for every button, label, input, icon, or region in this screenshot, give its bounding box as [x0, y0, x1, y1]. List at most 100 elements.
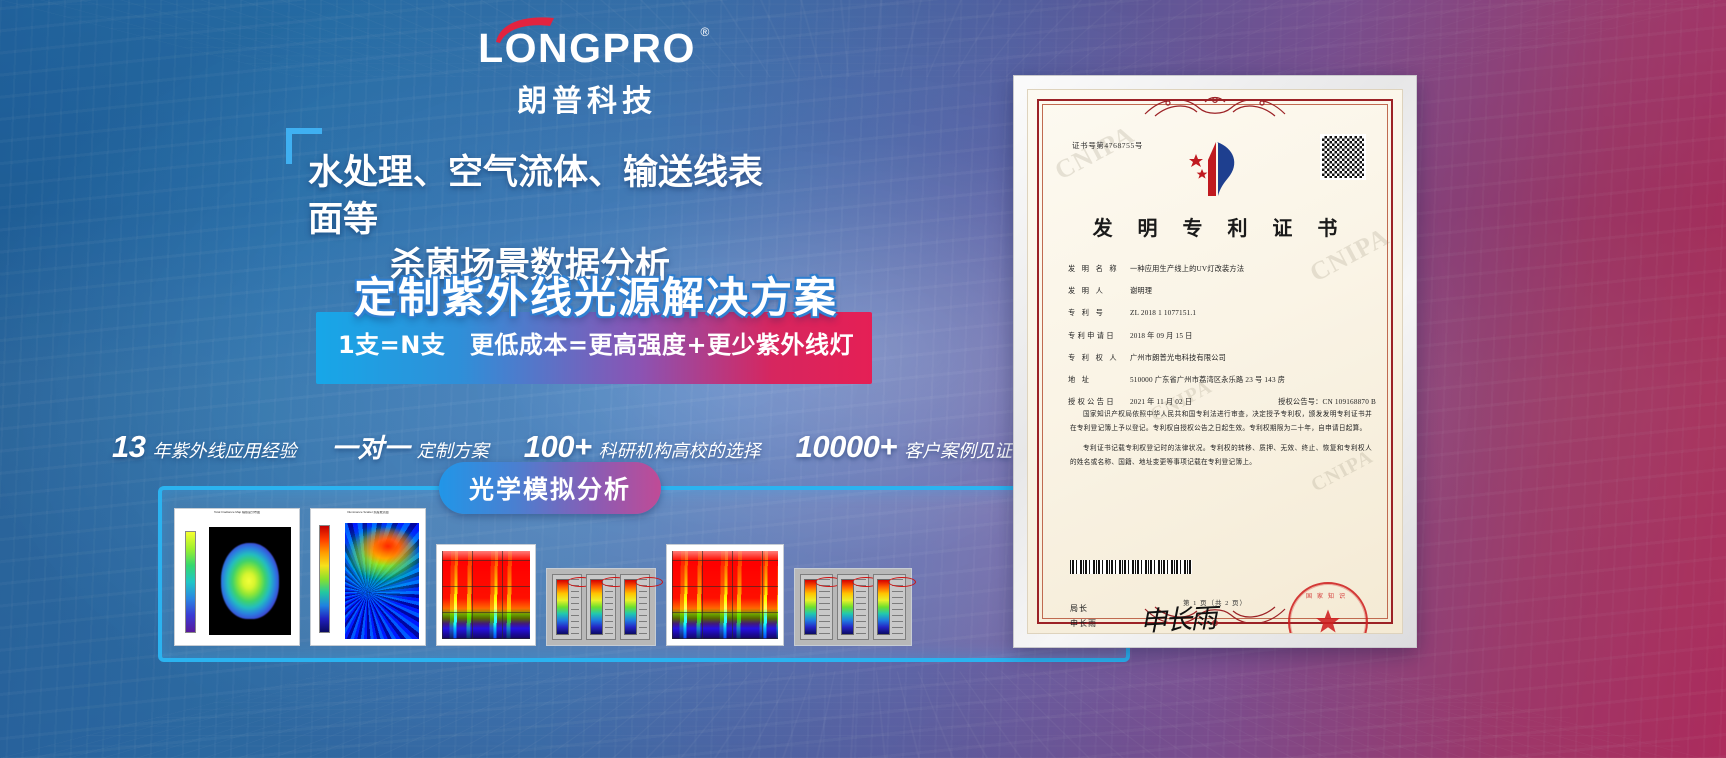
stat-number: 13 [112, 429, 146, 464]
stat-number: 10000+ [795, 429, 898, 464]
headline-line-2: 杀菌场景数据分析 [389, 246, 670, 287]
national-emblem-icon [1316, 609, 1340, 633]
figure-legend-panel-1 [546, 568, 663, 646]
figure-field-map-1 [436, 544, 536, 646]
legend-colorbar [877, 579, 891, 635]
field-value: 一种应用生产线上的UV灯改装方法 [1130, 265, 1245, 273]
seal-text-top: 国家知识 [1305, 593, 1350, 600]
plot-gridlines [672, 551, 778, 639]
legend-colorbar [624, 579, 637, 635]
field-row-patentee: 专 利 权 人 广州市朗普光电科技有限公司 [1068, 353, 1376, 362]
signer-role: 局长 [1070, 604, 1088, 613]
figure-ray-scatter-map: Illuminance Scatter 照度散点图 [310, 508, 426, 646]
colorbar [185, 531, 196, 633]
legend-text-lines [605, 579, 613, 635]
legend-column [620, 574, 663, 640]
signer-block: 局长 申长雨 [1070, 602, 1097, 632]
field-row-patent-number: 专 利 号 ZL 2018 1 1077151.1 [1068, 310, 1376, 317]
field-key: 专 利 号 [1068, 309, 1106, 318]
legend-column [800, 574, 843, 640]
certificate-number: 证书号第4768755号 [1072, 141, 1143, 150]
slogan-main: 定制紫外线光源解决方案 [353, 273, 838, 322]
legend-column [873, 574, 917, 640]
legend-text-lines [819, 579, 830, 635]
legend-column [552, 574, 595, 640]
stat-item-experience: 13 年紫外线应用经验 [112, 429, 296, 465]
legend-colorbar [556, 579, 569, 635]
colorbar [319, 525, 330, 633]
field-value: 2021 年 11 月 02 日 [1130, 398, 1193, 407]
stat-number: 一对一 [331, 434, 410, 464]
certificate-paragraph: 专利证书记载专利权登记时的法律状况。专利权的转移、质押、无效、终止、恢复和专利权… [1070, 445, 1372, 466]
certificate-title: 发 明 专 利 证 书 [1092, 216, 1347, 240]
brand-logo: LONGPRO ® 朗普科技 [462, 17, 712, 120]
brand-name-cn: 朗普科技 [517, 84, 657, 119]
certificate-fields: 发 明 名 称 一种应用生产线上的UV灯改装方法 发 明 人 谢明理 专 利 号… [1068, 265, 1376, 421]
highlight-ellipse-icon [888, 577, 917, 587]
field-row-address: 地 址 510000 广东省广州市荔湾区永乐路 23 号 143 房 [1068, 376, 1376, 385]
legend-column [836, 574, 880, 640]
legend-text-lines [571, 579, 579, 635]
certificate-border [1037, 99, 1393, 624]
optical-figure-strip: Total Irradiance Map 辐照度分布图 Illuminance … [174, 508, 1114, 646]
ornament-bottom-icon [1144, 606, 1286, 627]
stat-item-one-to-one: 一对一 定制方案 [332, 428, 489, 465]
optical-simulation-panel: 光学模拟分析 Total Irradiance Map 辐照度分布图 Illum… [158, 462, 1130, 662]
certificate-body-text: 国家知识产权局依照中华人民共和国专利法进行审查，决定授予专利权，颁发发明专利证书… [1070, 408, 1372, 476]
field-value: 谢明理 [1130, 287, 1153, 296]
field-key: 发 明 人 [1068, 287, 1106, 296]
field-row-grant-announcement: 授权公告日 2021 年 11 月 02 日 授权公告号：CN 10916887… [1068, 399, 1376, 406]
field-value: ZL 2018 1 1077151.1 [1130, 309, 1197, 318]
stats-row: 13 年紫外线应用经验 一对一 定制方案 100+ 科研机构高校的选择 1000… [112, 428, 1012, 465]
legend-text-lines [639, 579, 647, 635]
certificate-paragraph: 国家知识产权局依照中华人民共和国专利法进行审查，决定授予专利权，颁发发明专利证书… [1070, 411, 1372, 432]
plot-area [209, 527, 291, 635]
stat-label: 客户案例见证 [903, 441, 1012, 462]
slogan-gradient-bar [316, 312, 872, 384]
registered-mark-icon: ® [700, 25, 711, 39]
field-row-invention-name: 发 明 名 称 一种应用生产线上的UV灯改装方法 [1068, 265, 1376, 273]
stat-number: 100+ [523, 429, 592, 464]
stat-label: 定制方案 [416, 441, 489, 462]
brand-name-en-wrap: LONGPRO ® [478, 17, 709, 71]
beam-spot [221, 543, 279, 619]
field-row-inventor: 发 明 人 谢明理 [1068, 287, 1376, 296]
field-row-application-date: 专利申请日 2018 年 09 月 15 日 [1068, 331, 1376, 340]
certificate-page-note: 第 1 页（共 2 页） [1183, 600, 1247, 607]
slogan-sub: 1支=N支 更低成本=更高强度+更少紫外线灯 [337, 331, 855, 360]
field-key: 授权公告日 [1068, 398, 1116, 407]
field-value: 2018 年 09 月 15 日 [1130, 331, 1193, 340]
barcode-icon [1070, 560, 1192, 574]
field-key: 地 址 [1068, 376, 1092, 385]
figure-beam-spot-contour: Total Irradiance Map 辐照度分布图 [174, 508, 300, 646]
field-value: 510000 广东省广州市荔湾区永乐路 23 号 143 房 [1130, 376, 1286, 385]
cnipa-emblem-icon [1189, 142, 1235, 196]
bracket-top-left-icon [286, 128, 322, 164]
ornament-top-icon [1144, 96, 1286, 117]
stat-label: 科研机构高校的选择 [598, 441, 761, 462]
slogan-block: 定制紫外线光源解决方案 1支=N支 更低成本=更高强度+更少紫外线灯 [316, 273, 876, 384]
patent-certificate-frame: CNIPA CNIPA CNIPA CNIPA 证书号第4768755号 发 明… [1013, 75, 1417, 648]
figure-field-map-2 [666, 544, 784, 646]
field-key: 发 明 名 称 [1068, 265, 1119, 273]
plot-gridlines [442, 551, 530, 639]
brand-name-en: LONGPRO [478, 25, 696, 71]
stat-item-institutions: 100+ 科研机构高校的选择 [524, 429, 761, 465]
legend-colorbar [804, 579, 817, 635]
highlight-ellipse-icon [635, 577, 663, 587]
legend-colorbar [590, 579, 603, 635]
field-value: 广州市朗普光电科技有限公司 [1130, 353, 1227, 362]
figure-legend-panel-2 [794, 568, 917, 646]
headline-block: 水处理、空气流体、输送线表面等 杀菌场景数据分析 [286, 128, 810, 354]
legend-column [586, 574, 629, 640]
plot-area [345, 523, 419, 639]
field-key: 专利申请日 [1068, 331, 1116, 340]
field-value-secondary: 授权公告号：CN 109168870 B [1278, 398, 1376, 407]
qr-code-icon [1320, 134, 1366, 180]
legend-text-lines [855, 579, 867, 635]
legend-text-lines [892, 579, 904, 635]
figure-caption: Total Irradiance Map 辐照度分布图 [213, 511, 260, 514]
stat-label: 年紫外线应用经验 [152, 441, 297, 462]
page-title: 水处理、空气流体、输送线表面等 杀菌场景数据分析 [286, 128, 786, 290]
figure-caption: Illuminance Scatter 照度散点图 [347, 511, 389, 514]
